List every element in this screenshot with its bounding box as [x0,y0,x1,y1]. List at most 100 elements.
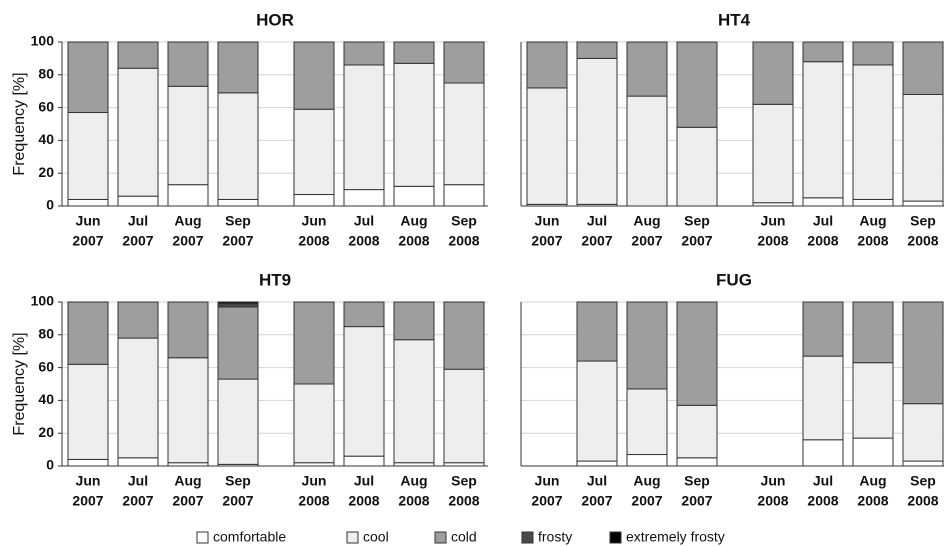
bar-segment [576,460,618,467]
y-tick-label: 60 [38,358,54,374]
bar-segment [67,198,109,207]
bar-segment [217,41,259,94]
legend-swatch [521,531,534,544]
bar-segment [902,460,944,467]
bar-segment [802,301,844,357]
x-tick-label: Sep [225,473,251,489]
bar-segment [802,61,844,199]
x-tick-label: Sep [684,473,710,489]
chart-title: HT4 [718,10,751,29]
x-tick-label: 2007 [72,233,103,249]
bar-segment [293,108,335,196]
bar-segment [802,355,844,441]
bar-segment [626,95,668,207]
bar-segment [217,306,259,380]
bar-segment [852,64,894,200]
bar-segment [852,437,894,467]
x-tick-label: Aug [174,213,201,229]
x-tick-label: 2007 [531,233,562,249]
legend-swatch [609,531,622,544]
x-tick-label: 2008 [298,493,329,509]
x-tick-label: Jul [587,473,607,489]
bar-segment [67,363,109,460]
bar-segment [67,458,109,467]
bar-segment [393,62,435,187]
chart-title: HOR [256,10,294,29]
legend-label: frosty [538,529,572,545]
bar-segment [393,339,435,464]
x-tick-label: 2007 [172,233,203,249]
bar-segment [852,198,894,207]
bar-segment [752,41,794,105]
bar-segment [343,326,385,457]
x-tick-label: 2007 [681,493,712,509]
bar-segment [217,92,259,200]
x-tick-label: Jul [128,213,148,229]
x-tick-label: 2007 [222,233,253,249]
x-tick-label: 2008 [807,233,838,249]
x-tick-label: Aug [633,473,660,489]
x-tick-label: 2008 [298,233,329,249]
x-tick-label: Jun [535,473,560,489]
y-tick-label: 80 [38,66,54,82]
bar-segment [626,388,668,456]
bar-segment [902,41,944,95]
x-tick-label: Jun [302,473,327,489]
bar-segment [676,457,718,467]
x-tick-label: 2007 [631,233,662,249]
y-tick-label: 0 [46,197,54,213]
bar-segment [393,41,435,64]
x-tick-label: Sep [684,213,710,229]
bar-segment [752,103,794,204]
x-tick-label: 2007 [222,493,253,509]
x-tick-label: 2008 [807,493,838,509]
x-tick-label: Jun [76,473,101,489]
bar-segment [293,194,335,207]
x-tick-label: Jun [761,213,786,229]
x-tick-label: Jul [354,213,374,229]
bar-segment [67,41,109,114]
x-tick-label: Jun [761,473,786,489]
x-tick-label: Aug [400,213,427,229]
x-tick-label: Aug [400,473,427,489]
bar-segment [167,184,209,207]
bar-segment [67,112,109,200]
x-tick-label: 2007 [172,493,203,509]
x-tick-label: 2007 [681,233,712,249]
x-tick-label: 2007 [531,493,562,509]
legend-label: extremely frosty [626,529,725,545]
bar-segment [626,41,668,97]
bar-segment [576,301,618,362]
x-tick-label: 2008 [757,233,788,249]
bar-segment [902,301,944,405]
x-tick-label: Jul [354,473,374,489]
bar-segment [117,457,159,467]
y-tick-label: 100 [31,293,55,309]
bar-segment [902,200,944,207]
bar-segment [117,41,159,69]
y-tick-label: 40 [38,391,54,407]
x-tick-label: 2008 [907,233,938,249]
legend-label: comfortable [213,529,286,545]
x-tick-label: Sep [225,213,251,229]
bar-segment [217,198,259,207]
bar-segment [576,41,618,59]
bar-segment [167,41,209,87]
chart-title: HT9 [259,270,291,289]
bar-segment [443,301,485,370]
bar-segment [343,189,385,207]
bar-segment [117,301,159,339]
bar-segment [217,301,259,305]
x-tick-label: 2008 [907,493,938,509]
bar-segment [167,301,209,359]
bar-segment [343,64,385,191]
bar-segment [526,87,568,205]
x-tick-label: Jul [128,473,148,489]
bar-segment [443,82,485,186]
y-tick-label: 20 [38,424,54,440]
x-tick-label: 2008 [857,493,888,509]
x-tick-label: 2007 [581,493,612,509]
x-tick-label: 2008 [398,233,429,249]
x-tick-label: 2008 [348,493,379,509]
